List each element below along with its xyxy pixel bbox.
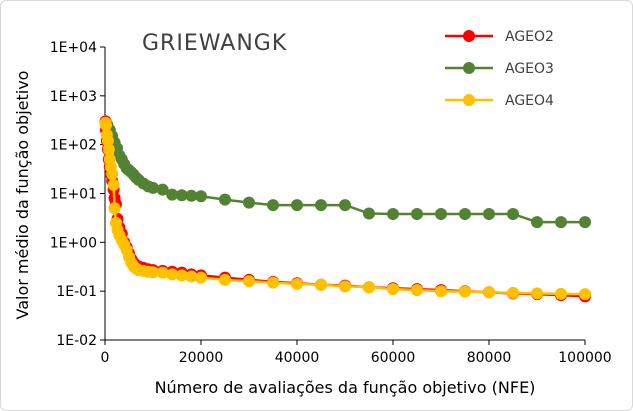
y-tick-label: 1E+01 <box>50 187 97 203</box>
legend-item: AGEO3 <box>445 61 554 77</box>
series-ageo3 <box>99 116 591 229</box>
data-point <box>435 285 447 298</box>
legend-label: AGEO4 <box>505 93 554 109</box>
legend-label: AGEO3 <box>505 61 554 77</box>
data-point <box>147 266 159 279</box>
data-point <box>195 190 207 203</box>
data-point <box>175 269 188 282</box>
y-tick-label: 1E+04 <box>50 40 97 56</box>
data-point <box>267 199 279 212</box>
data-point <box>363 207 375 220</box>
data-point <box>315 278 327 291</box>
data-point <box>166 188 179 201</box>
data-point <box>243 196 255 209</box>
data-point <box>156 183 169 196</box>
data-point <box>185 189 198 202</box>
data-point <box>459 285 471 298</box>
data-point <box>531 287 543 300</box>
data-point <box>195 271 207 284</box>
data-point <box>579 288 591 301</box>
data-point <box>108 202 121 215</box>
legend-marker <box>463 94 475 106</box>
data-point <box>219 273 231 286</box>
x-tick-label: 40000 <box>275 350 320 366</box>
legend-marker <box>463 62 475 74</box>
data-point <box>387 283 399 296</box>
data-point <box>483 208 495 220</box>
series-ageo4 <box>99 116 591 301</box>
y-tick-label: 1E-02 <box>56 333 97 349</box>
y-tick-label: 1E-01 <box>56 284 97 300</box>
x-axis-label: Número de avaliações da função objetivo … <box>155 378 536 397</box>
y-tick-label: 1E+03 <box>50 89 97 105</box>
legend-label: AGEO2 <box>505 29 554 45</box>
data-point <box>291 199 303 212</box>
y-tick-label: 1E+00 <box>50 235 97 251</box>
chart-legend: AGEO2 AGEO3 AGEO4 <box>445 29 554 109</box>
legend-item: AGEO4 <box>445 93 554 109</box>
data-point <box>555 287 567 300</box>
data-point <box>411 284 423 297</box>
data-point <box>243 275 255 288</box>
data-point <box>166 268 179 281</box>
data-point <box>315 199 327 212</box>
chart-axes: 1E-02 1E-01 1E+00 1E+01 1E+02 1E+03 1E+04 0 2000… <box>50 40 612 366</box>
x-tick-label: 100000 <box>558 350 611 366</box>
data-point <box>107 178 120 191</box>
data-point <box>291 278 303 290</box>
data-point <box>156 266 169 279</box>
data-point <box>339 280 351 293</box>
data-point <box>339 199 351 212</box>
y-axis-label: Valor médio da função objetivo <box>13 71 32 320</box>
data-point <box>555 216 567 229</box>
y-tick-label: 1E+02 <box>50 138 97 154</box>
data-point <box>507 208 519 220</box>
data-point <box>483 286 495 299</box>
x-tick-label: 0 <box>101 350 110 366</box>
legend-marker <box>463 30 475 42</box>
data-point <box>219 193 231 206</box>
data-point <box>459 208 471 220</box>
data-point <box>267 276 279 289</box>
data-point <box>100 119 112 132</box>
data-point <box>363 281 375 294</box>
data-point <box>435 208 447 220</box>
data-point <box>507 286 519 299</box>
data-point <box>147 181 159 194</box>
legend-item: AGEO2 <box>445 29 554 45</box>
x-tick-label: 80000 <box>467 350 512 366</box>
data-point <box>387 208 399 220</box>
data-point <box>106 168 119 181</box>
x-tick-label: 20000 <box>179 350 224 366</box>
chart-title: GRIEWANGK <box>142 31 287 56</box>
data-point <box>579 216 591 229</box>
data-point <box>102 143 115 156</box>
data-point <box>531 216 543 229</box>
x-tick-label: 60000 <box>371 350 416 366</box>
chart-series-layer <box>99 115 591 303</box>
data-point <box>185 270 198 283</box>
data-point <box>411 208 423 220</box>
data-point <box>175 189 188 202</box>
